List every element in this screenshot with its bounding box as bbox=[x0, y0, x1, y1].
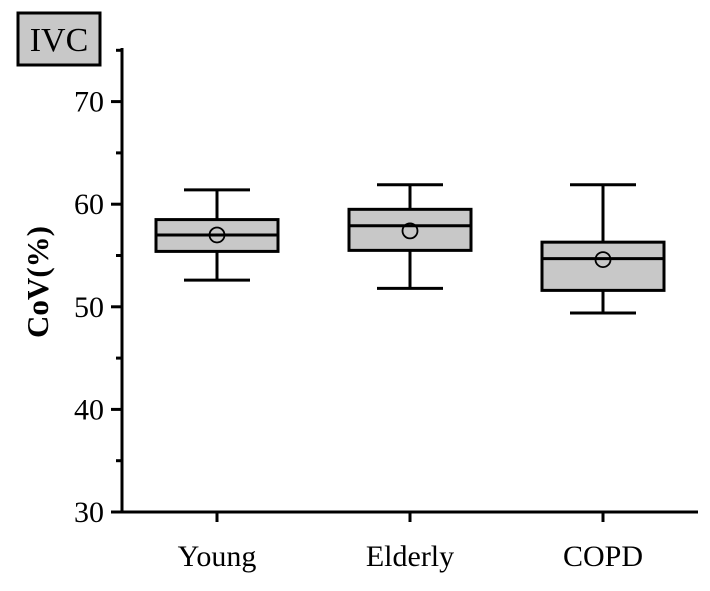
box-elderly bbox=[347, 183, 473, 290]
x-tick-label: Young bbox=[178, 540, 257, 573]
y-tick-label: 30 bbox=[74, 496, 104, 529]
y-tick-label: 50 bbox=[74, 291, 104, 324]
panel-label: IVC bbox=[30, 22, 89, 59]
mean-marker bbox=[594, 251, 612, 269]
boxes-group bbox=[154, 183, 666, 315]
axes: 30 40 50 60 70 bbox=[74, 48, 698, 529]
x-tick-label: Elderly bbox=[366, 540, 454, 573]
y-axis-label: CoV(%) bbox=[20, 226, 55, 338]
iqr-box bbox=[347, 207, 473, 252]
box-young bbox=[154, 188, 280, 282]
box-copd bbox=[540, 183, 666, 315]
mean-marker bbox=[208, 226, 226, 244]
x-tick-labels: Young Elderly COPD bbox=[178, 540, 643, 573]
panel-label-badge: IVC bbox=[16, 11, 102, 67]
x-tick-label: COPD bbox=[563, 540, 643, 573]
y-tick-label: 70 bbox=[74, 86, 104, 119]
mean-marker bbox=[401, 222, 419, 240]
panel-label-box bbox=[16, 11, 102, 67]
y-tick-label: 60 bbox=[74, 188, 104, 221]
y-tick-label: 40 bbox=[74, 393, 104, 426]
